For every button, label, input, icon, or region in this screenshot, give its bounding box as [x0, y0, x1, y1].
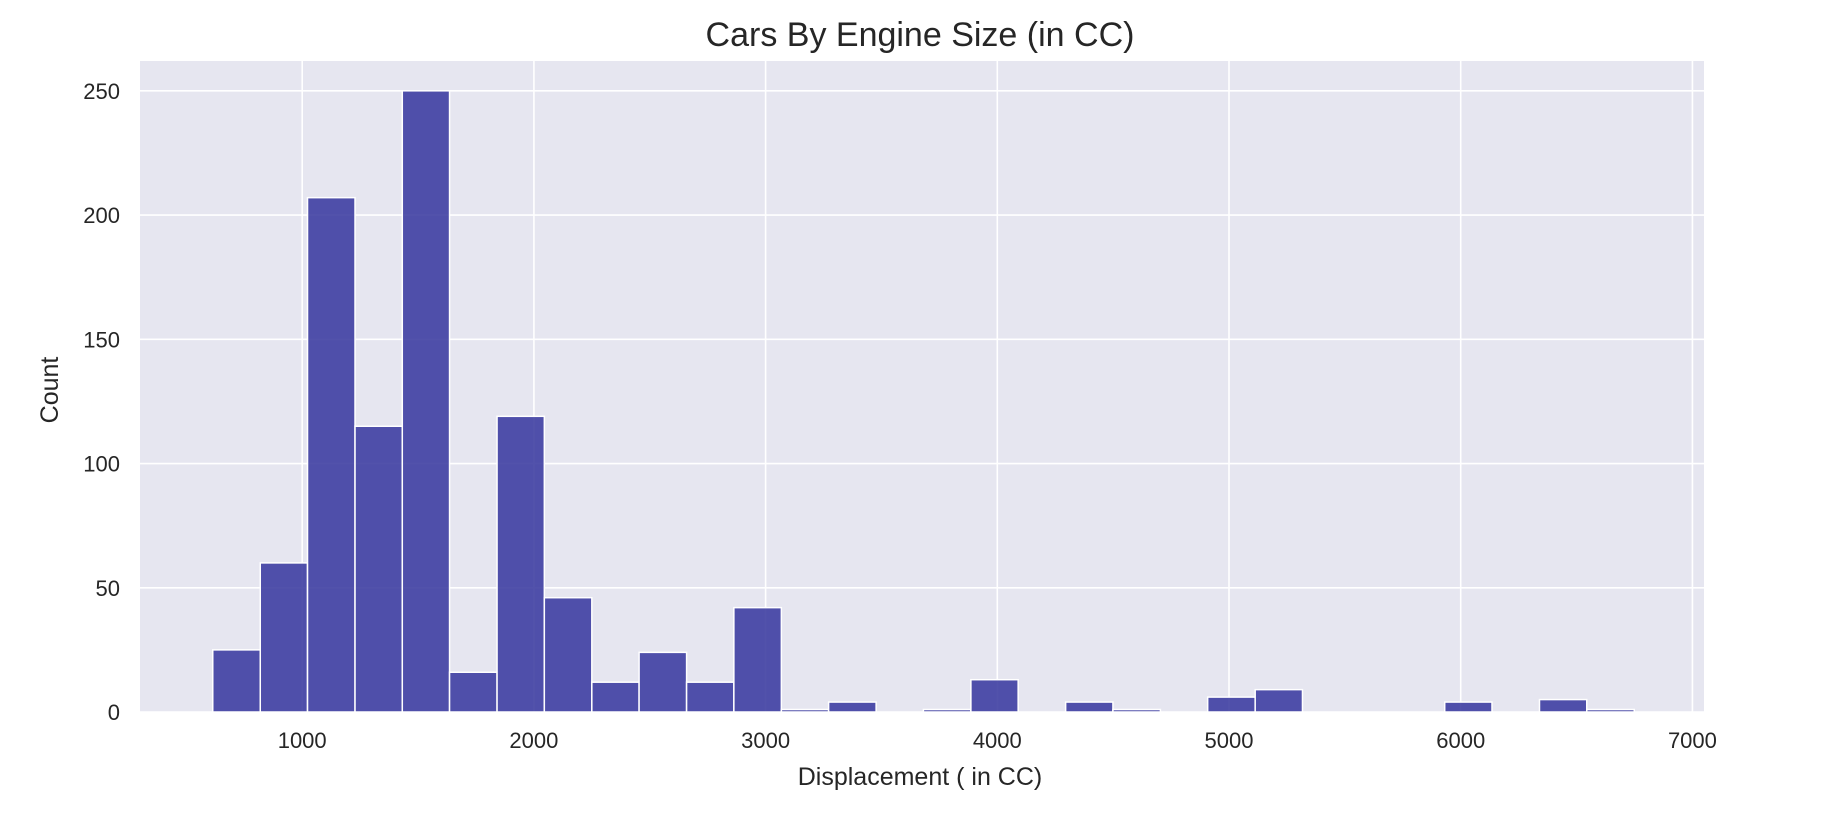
- histogram-bar: [1586, 708, 1636, 713]
- histogram-bar: [685, 681, 735, 713]
- x-tick-label: 4000: [973, 728, 1022, 753]
- histogram-bar: [354, 425, 404, 713]
- x-tick-label: 5000: [1205, 728, 1254, 753]
- y-tick-label: 150: [83, 327, 120, 352]
- x-tick-label: 7000: [1668, 728, 1717, 753]
- histogram-bar: [780, 708, 830, 713]
- histogram-bar: [212, 649, 262, 713]
- histogram-bar: [638, 651, 688, 713]
- histogram-bar: [1443, 701, 1493, 713]
- x-tick-label: 6000: [1436, 728, 1485, 753]
- histogram-bar: [1538, 698, 1588, 713]
- histogram-bar: [306, 196, 356, 713]
- histogram-bar: [733, 606, 783, 713]
- y-axis-label: Count: [36, 357, 64, 424]
- y-axis-ticks: 0 50 100 150 200 250: [83, 79, 120, 725]
- x-tick-label: 3000: [741, 728, 790, 753]
- histogram-bar: [496, 415, 546, 713]
- y-tick-label: 250: [83, 79, 120, 104]
- histogram-bars: [212, 90, 1636, 713]
- histogram-bar: [970, 678, 1019, 713]
- y-tick-label: 50: [96, 576, 120, 601]
- y-tick-label: 200: [83, 203, 120, 228]
- x-axis-label: Displacement ( in CC): [798, 763, 1043, 791]
- x-axis-ticks: 1000 2000 3000 4000 5000 6000 7000: [278, 728, 1717, 753]
- histogram-bar: [543, 596, 593, 713]
- x-tick-label: 1000: [278, 728, 327, 753]
- histogram-bar: [591, 681, 640, 713]
- histogram-bar: [448, 671, 498, 713]
- histogram-bar: [1064, 701, 1114, 713]
- histogram-bar: [259, 562, 309, 713]
- histogram-bar: [1206, 696, 1256, 713]
- x-tick-label: 2000: [509, 728, 558, 753]
- chart-title: Cars By Engine Size (in CC): [706, 16, 1135, 54]
- histogram-bar: [401, 90, 451, 713]
- histogram-bar: [1112, 708, 1162, 713]
- y-tick-label: 0: [108, 700, 120, 725]
- histogram-bar: [1254, 688, 1304, 713]
- histogram-bar: [922, 708, 972, 713]
- histogram-bar: [827, 701, 877, 713]
- y-tick-label: 100: [83, 452, 120, 477]
